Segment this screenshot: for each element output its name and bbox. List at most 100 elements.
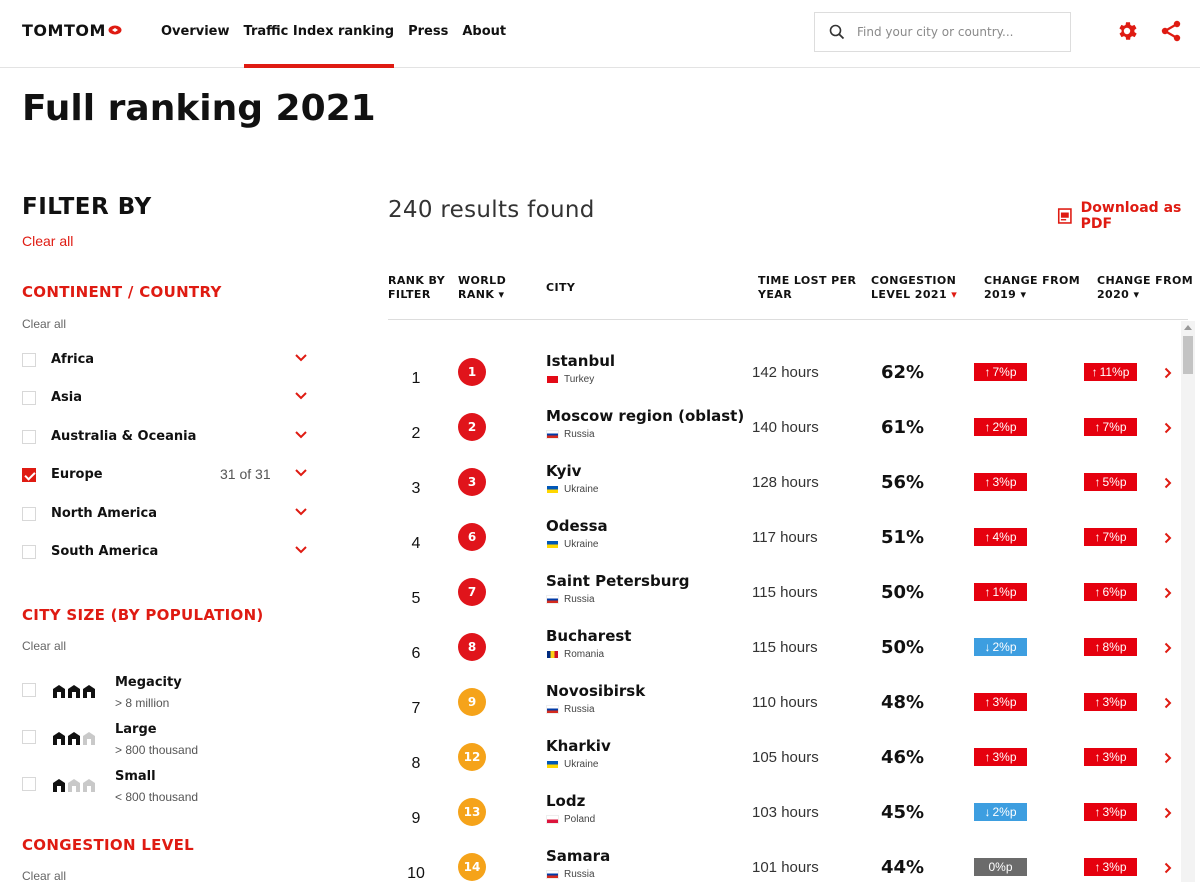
share-icon[interactable] [1159,19,1183,43]
chevron-right-icon[interactable] [1164,807,1172,819]
city-name[interactable]: Kyiv [546,462,582,480]
arrow-up-icon: ↑ [984,420,991,434]
tomtom-logo[interactable]: TOMTOM [22,21,122,40]
continent-label[interactable]: North America [51,506,157,521]
table-row[interactable]: 3 3 Kyiv Ukraine 128 hours 56% ↑ 3%p ↑ 5%p [388,462,1188,523]
change-value: 3%p [992,475,1017,489]
city-size-label[interactable]: Small [115,769,156,784]
city-name[interactable]: Novosibirsk [546,682,646,700]
table-row[interactable]: 2 2 Moscow region (oblast) Russia 140 ho… [388,407,1188,468]
scroll-up-icon[interactable] [1184,325,1192,330]
flag-icon [546,705,559,714]
city-name[interactable]: Odessa [546,517,608,535]
world-rank-badge: 13 [458,798,486,826]
continent-label[interactable]: Australia & Oceania [51,429,197,444]
table-row[interactable]: 10 14 Samara Russia 101 hours 44% 0%p ↑ 3%… [388,847,1188,882]
change-value: 3%p [1102,750,1127,764]
city-size-checkbox[interactable] [22,683,36,697]
country: Russia [546,594,595,605]
clear-city-size[interactable]: Clear all [22,639,67,653]
city-size-checkbox[interactable] [22,730,36,744]
col-world-rank[interactable]: WORLD RANK ▾ [458,274,507,301]
change-2020-badge: ↑ 11%p [1084,363,1137,381]
city-name[interactable]: Lodz [546,792,586,810]
rank-by-filter: 10 [407,865,425,882]
city-size-checkbox[interactable] [22,777,36,791]
continent-label[interactable]: Europe [51,467,103,482]
chevron-down-icon[interactable] [295,508,307,516]
continent-checkbox[interactable] [22,430,36,444]
arrow-up-icon: ↑ [1091,365,1098,379]
congestion-level: 61% [881,417,925,438]
nav-item-traffic-index-ranking[interactable]: Traffic Index ranking [243,0,394,68]
table-row[interactable]: 6 8 Bucharest Romania 115 hours 50% ↓ 2%p… [388,627,1188,688]
clear-congestion[interactable]: Clear all [22,869,67,882]
chevron-right-icon[interactable] [1164,752,1172,764]
city-name[interactable]: Kharkiv [546,737,611,755]
country: Poland [546,814,595,825]
scrollbar[interactable] [1181,321,1195,882]
clear-all-filters[interactable]: Clear all [22,233,74,249]
city-name[interactable]: Istanbul [546,352,616,370]
world-rank-badge: 12 [458,743,486,771]
change-2019-badge: ↑ 1%p [974,583,1027,601]
arrow-up-icon: ↑ [1094,475,1101,489]
change-value: 3%p [1102,695,1127,709]
table-row[interactable]: 8 12 Kharkiv Ukraine 105 hours 46% ↑ 3%p ↑… [388,737,1188,798]
continent-label[interactable]: South America [51,544,159,559]
continent-checkbox[interactable] [22,545,36,559]
rank-by-filter: 4 [411,535,421,552]
nav-item-press[interactable]: Press [408,24,449,39]
chevron-down-icon[interactable] [295,469,307,477]
continent-checkbox[interactable] [22,353,36,367]
chevron-down-icon[interactable] [295,354,307,362]
table-row[interactable]: 5 7 Saint Petersburg Russia 115 hours 50… [388,572,1188,633]
col-rank-filter[interactable]: RANK BY FILTER [388,274,446,301]
chevron-right-icon[interactable] [1164,642,1172,654]
city-size-range: > 8 million [115,696,170,710]
search-box[interactable] [814,12,1071,52]
chevron-down-icon[interactable] [295,431,307,439]
chevron-right-icon[interactable] [1164,367,1172,379]
table-row[interactable]: 4 6 Odessa Ukraine 117 hours 51% ↑ 4%p ↑ 7%… [388,517,1188,578]
table-row[interactable]: 7 9 Novosibirsk Russia 110 hours 48% ↑ 3%… [388,682,1188,743]
chevron-down-icon[interactable] [295,392,307,400]
continent-checkbox[interactable] [22,468,36,482]
download-pdf-button[interactable]: Download as PDF [1057,200,1200,232]
chevron-down-icon[interactable] [295,546,307,554]
continent-label[interactable]: Africa [51,352,95,367]
table-row[interactable]: 1 1 Istanbul Turkey 142 hours 62% ↑ 7%p ↑ 1… [388,352,1188,413]
table-row[interactable]: 9 13 Lodz Poland 103 hours 45% ↓ 2%p ↑ 3%p [388,792,1188,853]
col-change-2019[interactable]: CHANGE FROM 2019 ▾ [984,274,1081,301]
chevron-right-icon[interactable] [1164,862,1172,874]
rank-by-filter: 1 [411,370,421,387]
city-name[interactable]: Bucharest [546,627,632,645]
city-name[interactable]: Saint Petersburg [546,572,690,590]
nav-item-about[interactable]: About [462,24,507,39]
continent-checkbox[interactable] [22,507,36,521]
nav-item-overview[interactable]: Overview [161,24,230,39]
clear-continent[interactable]: Clear all [22,317,67,331]
change-2020-badge: ↑ 6%p [1084,583,1137,601]
chevron-right-icon[interactable] [1164,697,1172,709]
change-value: 4%p [992,530,1017,544]
time-lost: 105 hours [752,749,819,766]
chevron-right-icon[interactable] [1164,477,1172,489]
change-value: 3%p [992,695,1017,709]
col-change-2020[interactable]: CHANGE FROM 2020 ▾ [1097,274,1194,301]
continent-checkbox[interactable] [22,391,36,405]
gear-icon[interactable] [1115,19,1139,43]
flag-icon [546,595,559,604]
search-input[interactable] [857,25,1057,39]
chevron-right-icon[interactable] [1164,422,1172,434]
chevron-right-icon[interactable] [1164,532,1172,544]
city-name[interactable]: Moscow region (oblast) [546,407,745,425]
col-congestion[interactable]: CONGESTION LEVEL 2021 ▾ [871,274,958,301]
scroll-thumb[interactable] [1183,336,1193,374]
change-2019-badge: ↑ 3%p [974,748,1027,766]
city-name[interactable]: Samara [546,847,611,865]
city-size-label[interactable]: Megacity [115,675,182,690]
chevron-right-icon[interactable] [1164,587,1172,599]
city-size-label[interactable]: Large [115,722,157,737]
continent-label[interactable]: Asia [51,390,83,405]
